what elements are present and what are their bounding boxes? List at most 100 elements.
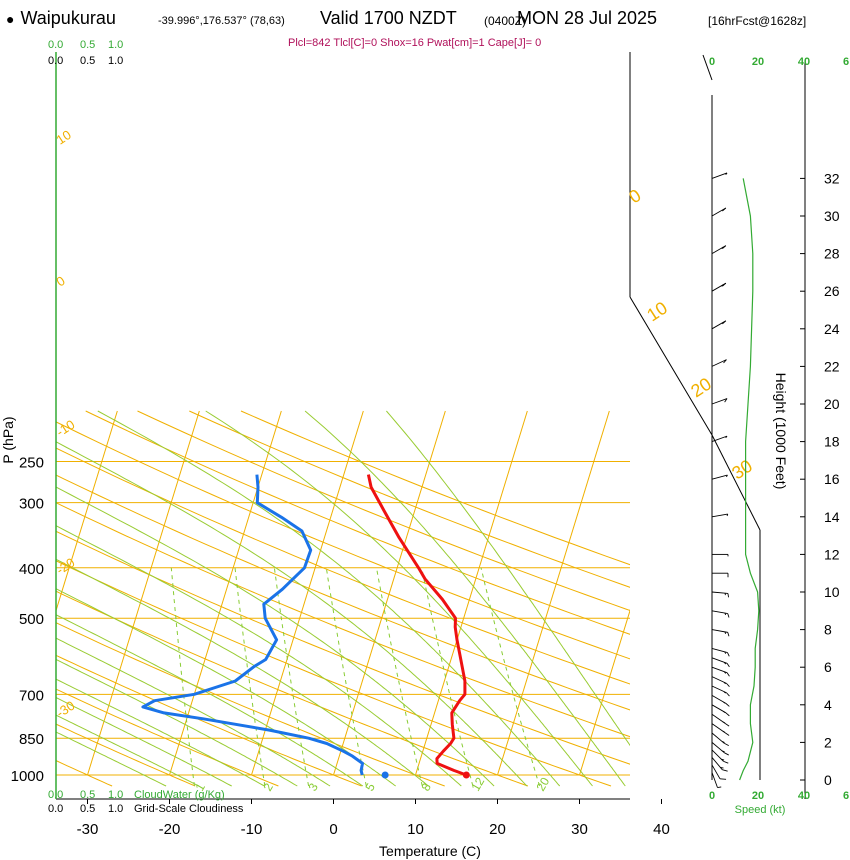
wind-barb — [711, 764, 727, 780]
wind-barb-shaft — [711, 245, 727, 254]
mixing-ratio-label: 12 — [468, 775, 487, 794]
wind-barb — [711, 513, 729, 518]
dry-adiabat — [137, 410, 630, 612]
wind-barb-halfflag — [721, 284, 724, 287]
height-tick-label: 22 — [824, 358, 840, 374]
moist-adiabat — [56, 731, 167, 787]
wind-barb-flag — [722, 282, 727, 287]
mixing-ratio-line — [480, 567, 540, 787]
wind-barb — [711, 772, 722, 788]
moist-adiabat — [56, 558, 429, 787]
speed-tick-label-bottom: 20 — [752, 790, 764, 802]
mixing-ratio-line — [234, 567, 266, 787]
dewpoint-profile — [141, 474, 364, 776]
wind-barb-flag — [724, 732, 730, 736]
wind-barb — [711, 610, 730, 618]
wind-barb-flag — [722, 245, 727, 250]
pressure-tick-label: 400 — [19, 561, 44, 578]
wind-barb-halfflag — [726, 474, 728, 478]
wind-barb-shaft — [711, 282, 727, 292]
height-tick-label: 14 — [824, 509, 840, 525]
height-tick-label: 30 — [824, 208, 840, 224]
wind-barb — [711, 723, 730, 736]
speed-tick-label-top: 40 — [798, 56, 810, 68]
wind-barb-halfflag — [721, 758, 725, 761]
temperature-tick-label: 10 — [407, 821, 424, 838]
wind-barb — [711, 742, 729, 756]
cloudiness-scale-label: 1.0 — [108, 55, 123, 67]
dry-adiabat — [85, 410, 630, 635]
height-tick-label: 12 — [824, 546, 840, 562]
wind-barb — [711, 732, 729, 747]
wind-barb — [712, 572, 729, 578]
mixing-ratio-label: 20 — [533, 775, 552, 794]
wind-speed-profile — [739, 178, 760, 781]
wind-barb-shaft — [711, 398, 728, 405]
wind-barb — [711, 320, 727, 330]
moist-adiabat — [56, 696, 232, 787]
height-tick-label: 16 — [824, 471, 840, 487]
speed-tick-label-bottom: 6 — [843, 790, 849, 802]
wind-barb — [711, 685, 730, 697]
isotherm-line — [662, 411, 774, 775]
wind-barb-halfflag — [722, 730, 726, 733]
wind-barb — [711, 172, 728, 179]
cloudwater-scale-label: 1.0 — [108, 39, 123, 51]
stability-indices: Plcl=842 Tlcl[C]=0 Shox=16 Pwat[cm]=1 Ca… — [288, 37, 542, 49]
pressure-axis-title: P (hPa) — [0, 416, 16, 463]
wind-barb — [711, 207, 727, 217]
wind-barb-shaft — [711, 591, 728, 594]
wind-barb-halfflag — [721, 246, 724, 249]
moist-adiabat — [304, 410, 626, 787]
wind-barb-shaft — [711, 764, 721, 780]
cloudiness-label: Grid-Scale Cloudiness — [134, 803, 244, 815]
isotherm-line — [497, 410, 610, 776]
wind-barb-shaft — [711, 435, 728, 443]
cloudwater-scale-label: 0.0 — [48, 39, 63, 51]
dry-adiabat — [56, 530, 630, 765]
height-tick-label: 18 — [824, 434, 840, 450]
mixing-ratio-line — [273, 567, 310, 787]
mixing-ratio-label: 8 — [418, 780, 434, 793]
wind-barb-flag — [726, 672, 730, 677]
wind-panel-connector — [629, 296, 713, 436]
wind-barb-halfflag — [722, 721, 726, 724]
pressure-tick-label: 500 — [19, 611, 44, 628]
wind-barb-shaft — [711, 359, 727, 367]
isotherm-label: 0 — [625, 185, 644, 207]
moist-adiabat — [56, 441, 528, 787]
height-tick-label: 0 — [824, 772, 832, 788]
isotherm-line — [87, 410, 200, 776]
cloudiness-scale-label: 0.5 — [80, 803, 95, 815]
wind-barb-shaft — [711, 320, 727, 330]
wind-barb-halfflag — [723, 710, 726, 714]
speed-tick-label-top: 0 — [709, 56, 715, 68]
wind-barb-halfflag — [723, 671, 727, 674]
temperature-axis-title: Temperature (C) — [379, 843, 481, 859]
wind-barb-flag — [726, 692, 730, 697]
height-tick-label: 26 — [824, 283, 840, 299]
wind-barb-flag — [727, 632, 730, 637]
cloudiness-scale-label: 0.0 — [48, 803, 63, 815]
moist-adiabat — [205, 410, 593, 787]
cloudwater-label: CloudWater (g/Kg) — [134, 789, 225, 801]
dry-adiabat — [240, 410, 630, 566]
wind-barb — [711, 359, 727, 367]
wind-panel-connector — [711, 434, 761, 531]
isotherm-label: 10 — [643, 298, 671, 326]
wind-barb — [711, 282, 727, 292]
dry-adiabat — [189, 410, 630, 588]
wind-barb-halfflag — [724, 631, 727, 634]
cloudiness-scale-label: 1.0 — [108, 803, 123, 815]
isotherm-label: 20 — [687, 374, 715, 402]
wind-barb-halfflag — [723, 691, 726, 694]
height-axis-title: Height (1000 Feet) — [773, 373, 789, 490]
valid-date: MON 28 Jul 2025 — [517, 8, 658, 28]
wind-barb — [711, 435, 728, 443]
wind-barb-halfflag — [725, 435, 728, 439]
height-tick-label: 10 — [824, 584, 840, 600]
wind-barb — [711, 398, 728, 405]
height-tick-label: 32 — [824, 170, 840, 186]
wind-barb-flag — [719, 778, 727, 780]
